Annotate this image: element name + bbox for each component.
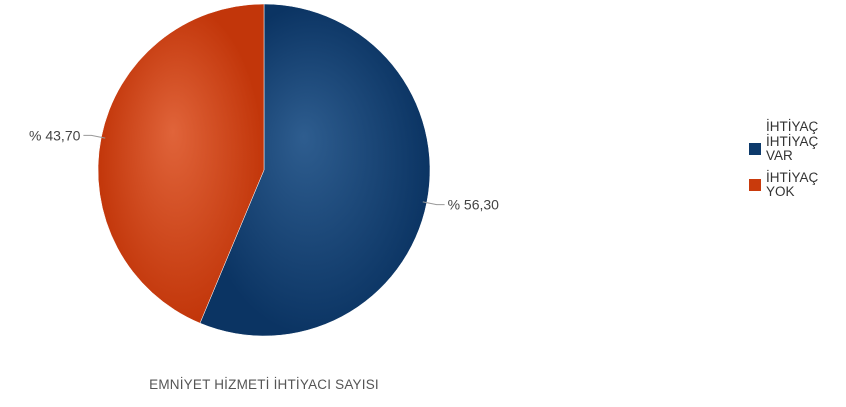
legend-label-ihtiyac-var: İHTİYAÇ VAR <box>766 134 819 163</box>
legend-item-ihtiyac-var[interactable]: İHTİYAÇ VAR <box>749 135 844 163</box>
pie-slices <box>97 3 431 337</box>
chart-title: EMNİYET HİZMETİ İHTİYACI SAYISI <box>149 377 379 392</box>
leader-line-ihtiyac-yok <box>83 134 106 139</box>
legend: İHTİYAÇ İHTİYAÇ VAR İHTİYAÇ YOK <box>749 120 844 199</box>
legend-swatch-ihtiyac-yok <box>749 179 761 191</box>
slice-label-ihtiyac-yok: % 43,70 <box>29 127 81 143</box>
legend-label-ihtiyac-yok: İHTİYAÇ YOK <box>766 170 819 199</box>
legend-item-ihtiyac-yok[interactable]: İHTİYAÇ YOK <box>749 171 844 199</box>
slice-labels: % 56,30 % 43,70 <box>29 127 499 212</box>
legend-title: İHTİYAÇ <box>766 119 819 134</box>
slice-label-ihtiyac-var: % 56,30 <box>448 197 500 213</box>
leader-line-ihtiyac-var <box>422 201 445 206</box>
legend-swatch-ihtiyac-var <box>749 143 761 155</box>
